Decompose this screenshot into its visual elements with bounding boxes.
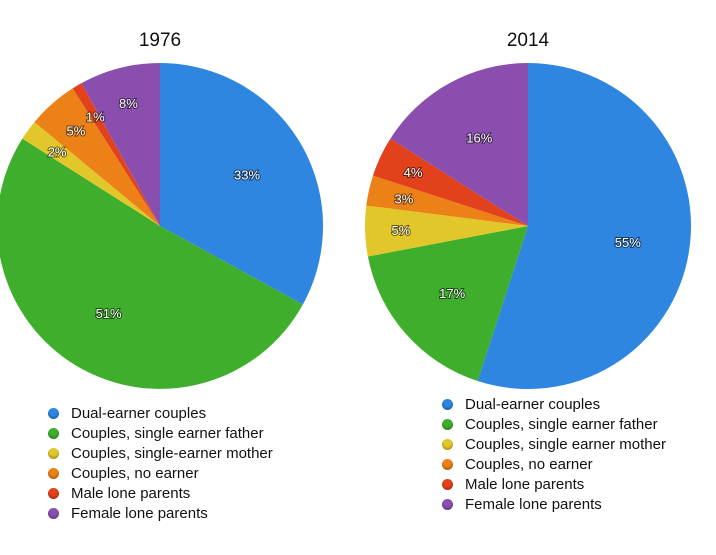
legend-item-single-earner-mother: Couples, single-earner mother <box>48 443 273 463</box>
legend-dot <box>48 487 59 499</box>
pie-slice-single-earner-mother <box>365 205 528 257</box>
pie-slice-single-earner-father <box>0 138 303 389</box>
legend-dot <box>48 427 59 439</box>
chart-title-2014: 2014 <box>506 30 550 51</box>
legend-dot <box>442 438 453 450</box>
slice-label-male-lone-parents: 4% <box>404 165 423 180</box>
legend-label: Female lone parents <box>465 495 602 513</box>
legend-label: Couples, no earner <box>71 464 199 482</box>
legend-item-female-lone-parents: Female lone parents <box>48 503 273 523</box>
legend-item-dual-earner: Dual-earner couples <box>48 403 273 423</box>
legend-item-male-lone-parents: Male lone parents <box>442 474 666 494</box>
legend-dot <box>442 478 453 490</box>
legend-item-female-lone-parents: Female lone parents <box>442 494 666 514</box>
legend-label: Couples, no earner <box>465 455 593 473</box>
legend-item-single-earner-father: Couples, single earner father <box>442 414 666 434</box>
legend-dot <box>442 398 453 410</box>
pie-slice-male-lone-parents <box>72 83 160 226</box>
legend-dot <box>442 458 453 470</box>
legend-item-male-lone-parents: Male lone parents <box>48 483 273 503</box>
slice-label-no-earner: 5% <box>67 124 86 139</box>
pie-slice-dual-earner <box>160 63 324 305</box>
legend-item-dual-earner: Dual-earner couples <box>442 394 666 414</box>
legend-label: Couples, single earner mother <box>465 435 666 453</box>
legend-1976: Dual-earner couples Couples, single earn… <box>48 403 273 523</box>
legend-2014: Dual-earner couples Couples, single earn… <box>442 394 666 514</box>
legend-item-no-earner: Couples, no earner <box>442 454 666 474</box>
slice-label-no-earner: 3% <box>395 191 414 206</box>
legend-dot <box>48 467 59 479</box>
legend-label: Couples, single-earner mother <box>71 444 273 462</box>
legend-label: Male lone parents <box>465 475 585 493</box>
legend-label: Couples, single earner father <box>71 424 264 442</box>
pie-slice-female-lone-parents <box>390 63 528 226</box>
legend-dot <box>442 498 453 510</box>
pie-slice-dual-earner <box>477 63 692 389</box>
slice-label-female-lone-parents: 16% <box>466 130 492 145</box>
pie-slice-female-lone-parents <box>81 63 160 226</box>
pie-slice-no-earner <box>366 175 528 226</box>
slice-label-dual-earner: 55% <box>615 235 641 250</box>
legend-label: Female lone parents <box>71 504 208 522</box>
pie-slice-single-earner-father <box>367 226 528 382</box>
legend-dot <box>48 507 59 519</box>
slice-label-dual-earner: 33% <box>234 168 260 183</box>
legend-label: Male lone parents <box>71 484 191 502</box>
pie-slice-male-lone-parents <box>372 138 528 226</box>
legend-dot <box>48 407 59 419</box>
slice-label-single-earner-father: 51% <box>96 306 122 321</box>
legend-dot <box>48 447 59 459</box>
pie-slice-single-earner-mother <box>22 122 161 226</box>
slice-label-female-lone-parents: 8% <box>119 96 138 111</box>
legend-label: Couples, single earner father <box>465 415 658 433</box>
legend-item-single-earner-mother: Couples, single earner mother <box>442 434 666 454</box>
pie-chart-1976: 33% 51% 2%5%1% 8% <box>0 63 324 389</box>
legend-dot <box>442 418 453 430</box>
slice-label-male-lone-parents: 1% <box>86 110 105 125</box>
slice-label-single-earner-mother: 2% <box>48 144 67 159</box>
legend-item-no-earner: Couples, no earner <box>48 463 273 483</box>
legend-label: Dual-earner couples <box>465 395 601 413</box>
pie-slice-no-earner <box>34 88 160 227</box>
slice-label-single-earner-father: 17% <box>439 286 465 301</box>
legend-item-single-earner-father: Couples, single earner father <box>48 423 273 443</box>
chart-title-1976: 1976 <box>138 30 182 51</box>
legend-label: Dual-earner couples <box>71 404 207 422</box>
pie-chart-2014: 55% 17% 5% 3% 4% 16% <box>365 63 692 389</box>
slice-label-single-earner-mother: 5% <box>392 223 411 238</box>
